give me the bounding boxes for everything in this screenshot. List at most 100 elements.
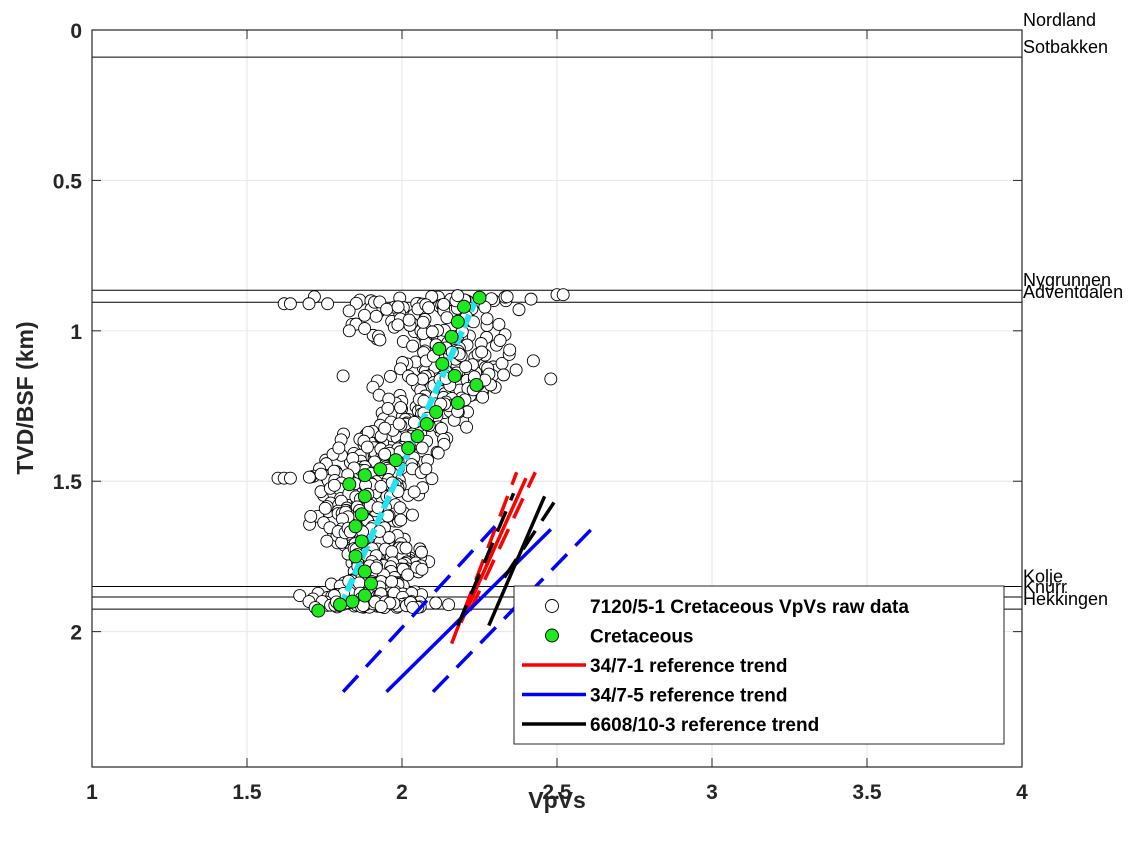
cretaceous-point <box>435 356 450 371</box>
raw-data-point <box>342 304 356 318</box>
raw-data-point <box>380 302 394 316</box>
raw-data-point <box>394 362 407 376</box>
raw-data-point <box>524 292 538 306</box>
y-tick-label: 1 <box>70 321 82 344</box>
cretaceous-point <box>444 329 459 344</box>
reference-trend-line <box>385 528 553 694</box>
raw-data-point <box>442 598 456 612</box>
legend-marker <box>545 628 559 643</box>
raw-data-point <box>425 325 439 339</box>
cretaceous-point <box>311 603 326 618</box>
cretaceous-point <box>388 453 403 468</box>
raw-data-point <box>369 561 383 575</box>
horizon-label: Knurr <box>1023 577 1067 597</box>
raw-data-point <box>393 501 407 515</box>
raw-data-point <box>378 447 392 461</box>
cretaceous-point <box>410 429 425 444</box>
raw-data-point <box>293 589 307 602</box>
raw-data-point <box>318 501 332 515</box>
cretaceous-point <box>348 519 363 534</box>
cretaceous-point <box>348 549 363 564</box>
y-tick-label: 2 <box>70 622 82 645</box>
cretaceous-point <box>357 588 372 603</box>
raw-data-point <box>451 289 465 303</box>
raw-data-point <box>429 596 443 610</box>
raw-data-point <box>378 421 392 435</box>
cretaceous-point <box>429 405 444 419</box>
raw-data-point <box>512 303 526 317</box>
black-reference-trend <box>456 492 562 627</box>
reference-trend-bound <box>456 492 516 627</box>
raw-data-point <box>385 545 399 559</box>
reference-trend-bound <box>341 525 497 693</box>
raw-data-point <box>360 440 374 454</box>
raw-data-point <box>500 290 514 304</box>
raw-data-point <box>342 324 356 338</box>
raw-data-point <box>394 401 408 414</box>
raw-data-point <box>476 390 490 404</box>
cretaceous-point <box>419 417 434 432</box>
raw-data-point <box>283 297 297 311</box>
x-tick-label: 4 <box>1016 781 1028 804</box>
raw-data-point <box>407 485 421 499</box>
horizon-label: Nordland <box>1023 10 1096 30</box>
raw-data-point <box>497 368 511 382</box>
y-tick-label: 1.5 <box>53 471 83 494</box>
y-axis-label: TVD/BSF (km) <box>12 321 38 474</box>
raw-data-point <box>435 421 448 435</box>
raw-data-point <box>391 318 405 332</box>
raw-data-point <box>327 478 341 492</box>
cretaceous-point <box>432 341 447 356</box>
y-tick-label: 0.5 <box>53 170 83 193</box>
x-tick-label: 2 <box>396 781 408 804</box>
raw-data-point <box>459 360 473 374</box>
x-tick-label: 3 <box>706 781 718 804</box>
legend-marker <box>545 599 559 613</box>
raw-data-point <box>374 600 388 613</box>
reference-trend-bound <box>449 471 519 645</box>
raw-data-point <box>526 354 540 368</box>
cretaceous-point <box>373 462 388 477</box>
raw-data-point <box>391 300 405 314</box>
cretaceous-point <box>457 299 471 314</box>
cretaceous-points <box>311 290 487 618</box>
cretaceous-point <box>472 290 487 305</box>
raw-data-point <box>480 312 494 326</box>
cretaceous-point <box>364 576 378 591</box>
horizon-label: Nygrunnen <box>1023 270 1111 290</box>
cretaceous-point <box>357 564 372 579</box>
legend-label: 34/7-1 reference trend <box>590 656 788 677</box>
raw-data-point <box>509 363 523 377</box>
raw-data-point <box>373 333 387 347</box>
cretaceous-point <box>342 477 357 492</box>
raw-data-point <box>394 513 408 527</box>
raw-data-point <box>419 462 433 476</box>
horizon-label: Adventdalen <box>1023 282 1123 302</box>
raw-data-point <box>385 575 399 589</box>
x-tick-label: 2.5 <box>542 781 572 804</box>
raw-data-point <box>406 339 420 353</box>
cretaceous-point <box>354 534 369 549</box>
raw-data-point <box>321 297 335 311</box>
raw-data-point <box>399 541 413 555</box>
cretaceous-point <box>469 378 484 392</box>
raw-data-point <box>416 315 430 329</box>
raw-data-point <box>405 373 419 387</box>
raw-data-point <box>336 369 350 383</box>
raw-data-point <box>422 301 436 315</box>
raw-data-point <box>503 343 517 357</box>
x-tick-label: 3.5 <box>852 781 882 804</box>
raw-data-point <box>475 345 489 359</box>
raw-data-point <box>320 534 334 548</box>
legend-label: 34/7-5 reference trend <box>590 686 788 707</box>
raw-data-point <box>314 467 328 481</box>
raw-data-point <box>381 401 395 415</box>
horizon-label: Hekkingen <box>1023 589 1108 609</box>
x-axis-label: VpVs <box>528 787 586 813</box>
axes: 1 1.5 2 2.5 3 3.5 4 0 0.5 1 1.5 2 <box>53 20 1028 804</box>
raw-data-point <box>304 510 318 523</box>
y-tick-label: 0 <box>70 20 82 43</box>
raw-data-point <box>414 545 428 559</box>
raw-data-point <box>437 298 451 311</box>
